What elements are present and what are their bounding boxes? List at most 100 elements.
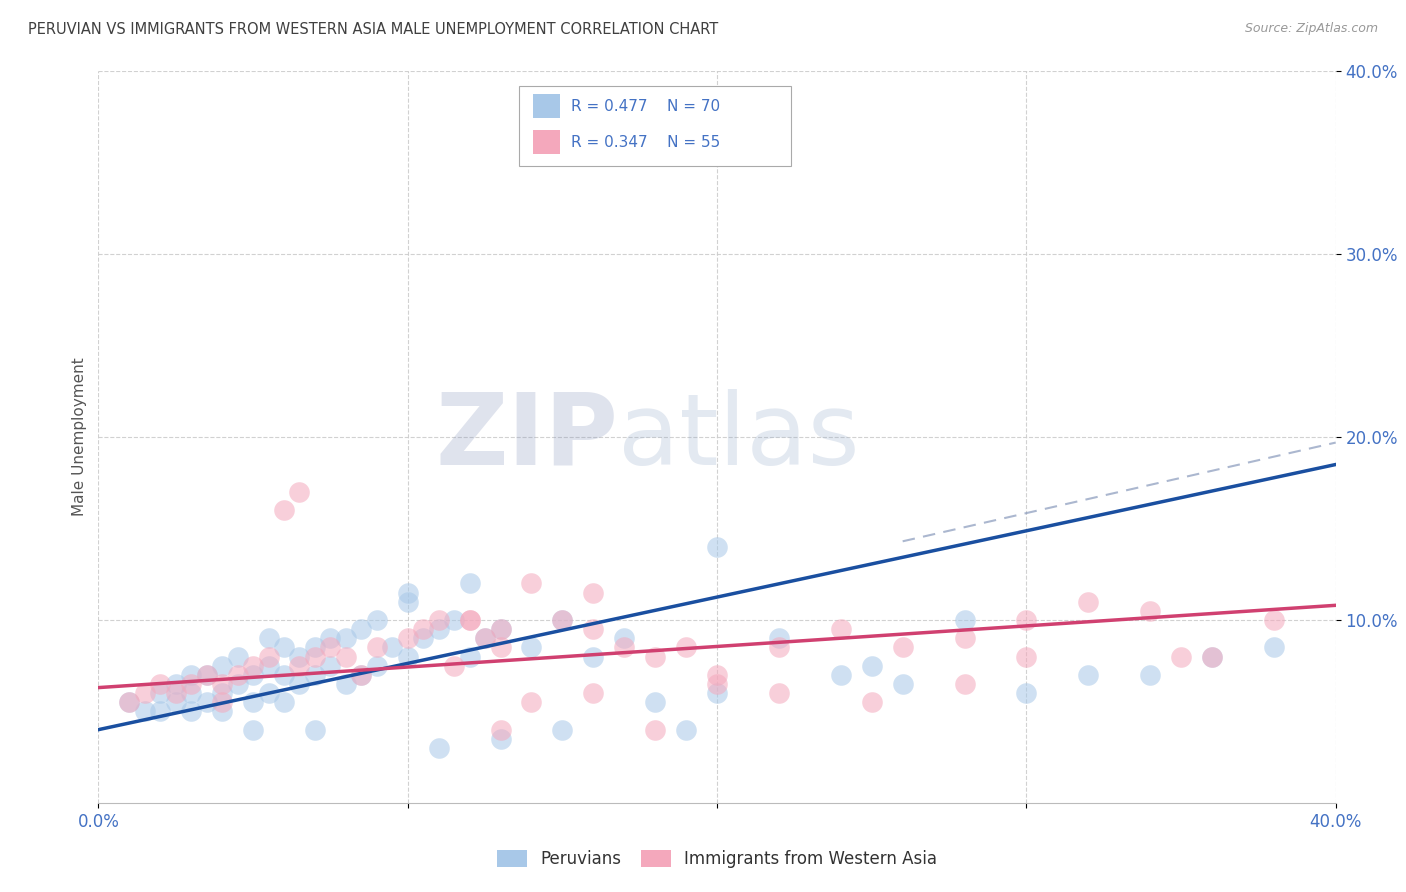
Point [319,658,342,673]
Point [273,695,295,709]
Point [1077,667,1099,681]
Point [195,667,218,681]
Point [1170,649,1192,664]
Point [180,677,202,691]
Point [304,667,326,681]
Point [180,705,202,719]
Point [644,695,666,709]
Point [396,585,419,599]
Point [304,640,326,655]
Point [489,723,512,737]
Point [195,695,218,709]
Point [520,640,543,655]
Point [427,622,450,636]
Point [226,667,249,681]
Point [953,632,976,646]
Point [706,667,728,681]
Point [427,740,450,755]
Point [242,695,264,709]
Point [288,677,311,691]
Text: R = 0.477    N = 70: R = 0.477 N = 70 [571,99,720,113]
Text: R = 0.347    N = 55: R = 0.347 N = 55 [571,135,720,150]
Point [412,632,434,646]
Point [489,640,512,655]
Point [520,695,543,709]
Point [551,613,574,627]
Point [134,705,156,719]
Point [319,632,342,646]
Point [474,632,496,646]
Point [335,632,357,646]
Point [891,640,914,655]
Point [551,723,574,737]
Point [458,576,481,591]
Point [412,622,434,636]
Point [288,658,311,673]
Point [165,686,187,700]
Point [1201,649,1223,664]
Point [1139,604,1161,618]
Point [242,667,264,681]
Point [242,723,264,737]
Point [860,658,883,673]
Point [860,695,883,709]
Point [520,576,543,591]
Point [195,667,218,681]
Point [288,485,311,500]
Point [118,695,141,709]
Point [582,686,605,700]
Point [675,723,697,737]
Point [180,686,202,700]
Point [953,677,976,691]
Text: atlas: atlas [619,389,859,485]
Point [366,658,388,673]
Point [211,658,233,673]
Point [1015,686,1038,700]
Point [830,622,852,636]
Point [149,705,172,719]
Point [1263,613,1285,627]
Point [257,658,280,673]
Point [257,686,280,700]
Point [242,658,264,673]
Text: PERUVIAN VS IMMIGRANTS FROM WESTERN ASIA MALE UNEMPLOYMENT CORRELATION CHART: PERUVIAN VS IMMIGRANTS FROM WESTERN ASIA… [28,22,718,37]
Point [396,594,419,608]
Point [1139,667,1161,681]
Point [350,622,373,636]
Point [211,686,233,700]
Point [582,585,605,599]
Y-axis label: Male Unemployment: Male Unemployment [72,358,87,516]
Point [953,613,976,627]
Point [273,667,295,681]
Point [644,723,666,737]
Point [211,705,233,719]
Point [458,613,481,627]
Point [891,677,914,691]
Point [768,640,790,655]
Point [366,640,388,655]
Point [489,731,512,746]
Point [396,649,419,664]
Point [489,622,512,636]
Point [350,667,373,681]
Point [768,686,790,700]
Text: Source: ZipAtlas.com: Source: ZipAtlas.com [1244,22,1378,36]
Point [443,658,465,673]
Point [257,649,280,664]
Point [273,640,295,655]
Point [396,632,419,646]
Point [458,649,481,664]
Point [551,613,574,627]
Text: ZIP: ZIP [436,389,619,485]
Point [211,695,233,709]
Point [1015,613,1038,627]
Point [226,649,249,664]
Point [1077,594,1099,608]
Point [489,622,512,636]
Point [335,677,357,691]
Point [149,677,172,691]
Point [180,667,202,681]
Point [304,649,326,664]
Point [582,622,605,636]
Point [165,677,187,691]
